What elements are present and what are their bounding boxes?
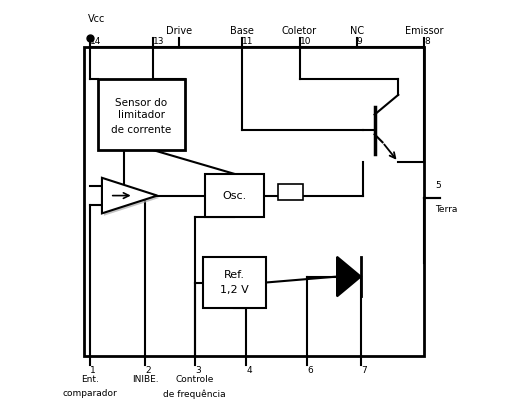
- Text: 2: 2: [146, 366, 151, 375]
- Text: Osc.: Osc.: [222, 190, 246, 200]
- Text: Sensor do: Sensor do: [115, 98, 167, 108]
- Text: Emissor: Emissor: [405, 26, 443, 36]
- Text: 4: 4: [246, 366, 252, 375]
- Text: limitador: limitador: [118, 110, 165, 120]
- Text: Drive: Drive: [166, 26, 192, 36]
- Text: de frequência: de frequência: [163, 389, 226, 399]
- Text: 6: 6: [307, 366, 313, 375]
- Text: 5: 5: [435, 181, 441, 190]
- Text: Controle: Controle: [176, 375, 214, 384]
- Text: Coletor: Coletor: [282, 26, 317, 36]
- Text: 8: 8: [424, 37, 430, 46]
- Text: 1: 1: [90, 366, 96, 375]
- Text: 10: 10: [300, 37, 311, 46]
- Text: INIBE.: INIBE.: [132, 375, 159, 384]
- Text: 3: 3: [195, 366, 201, 375]
- Text: 13: 13: [153, 37, 165, 46]
- Text: 11: 11: [242, 37, 254, 46]
- Text: 1,2 V: 1,2 V: [220, 286, 249, 296]
- Text: Base: Base: [230, 26, 254, 36]
- Text: de corrente: de corrente: [111, 125, 172, 135]
- Polygon shape: [104, 180, 159, 216]
- Text: 14: 14: [90, 37, 101, 46]
- Text: NC: NC: [350, 26, 364, 36]
- Text: Ent.: Ent.: [81, 375, 99, 384]
- Polygon shape: [337, 257, 361, 296]
- Bar: [84, 48, 424, 356]
- Text: 9: 9: [357, 37, 362, 46]
- Bar: [278, 184, 304, 200]
- Text: Terra: Terra: [435, 205, 458, 214]
- Polygon shape: [102, 178, 157, 213]
- Text: Vcc: Vcc: [88, 14, 106, 24]
- Text: 7: 7: [361, 366, 367, 375]
- Bar: [98, 79, 185, 150]
- Bar: [203, 257, 266, 308]
- Text: Ref.: Ref.: [224, 270, 245, 280]
- Bar: [205, 174, 264, 217]
- Text: comparador: comparador: [63, 389, 118, 398]
